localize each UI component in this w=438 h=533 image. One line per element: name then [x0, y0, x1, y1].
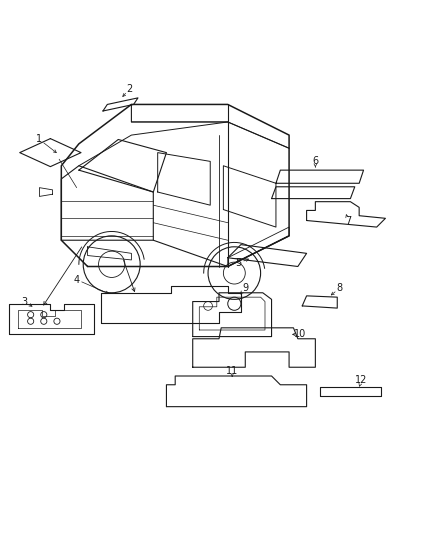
Text: 8: 8 [336, 284, 343, 293]
Text: 6: 6 [312, 156, 318, 166]
Text: 12: 12 [355, 375, 367, 385]
Text: 9: 9 [242, 284, 248, 293]
Text: 11: 11 [226, 366, 238, 376]
Text: 1: 1 [36, 134, 42, 144]
Text: 10: 10 [294, 329, 306, 340]
Text: 7: 7 [345, 215, 351, 225]
Text: 3: 3 [21, 296, 27, 306]
Text: 4: 4 [74, 274, 80, 285]
Text: 5: 5 [236, 258, 242, 268]
Text: 2: 2 [126, 84, 132, 94]
